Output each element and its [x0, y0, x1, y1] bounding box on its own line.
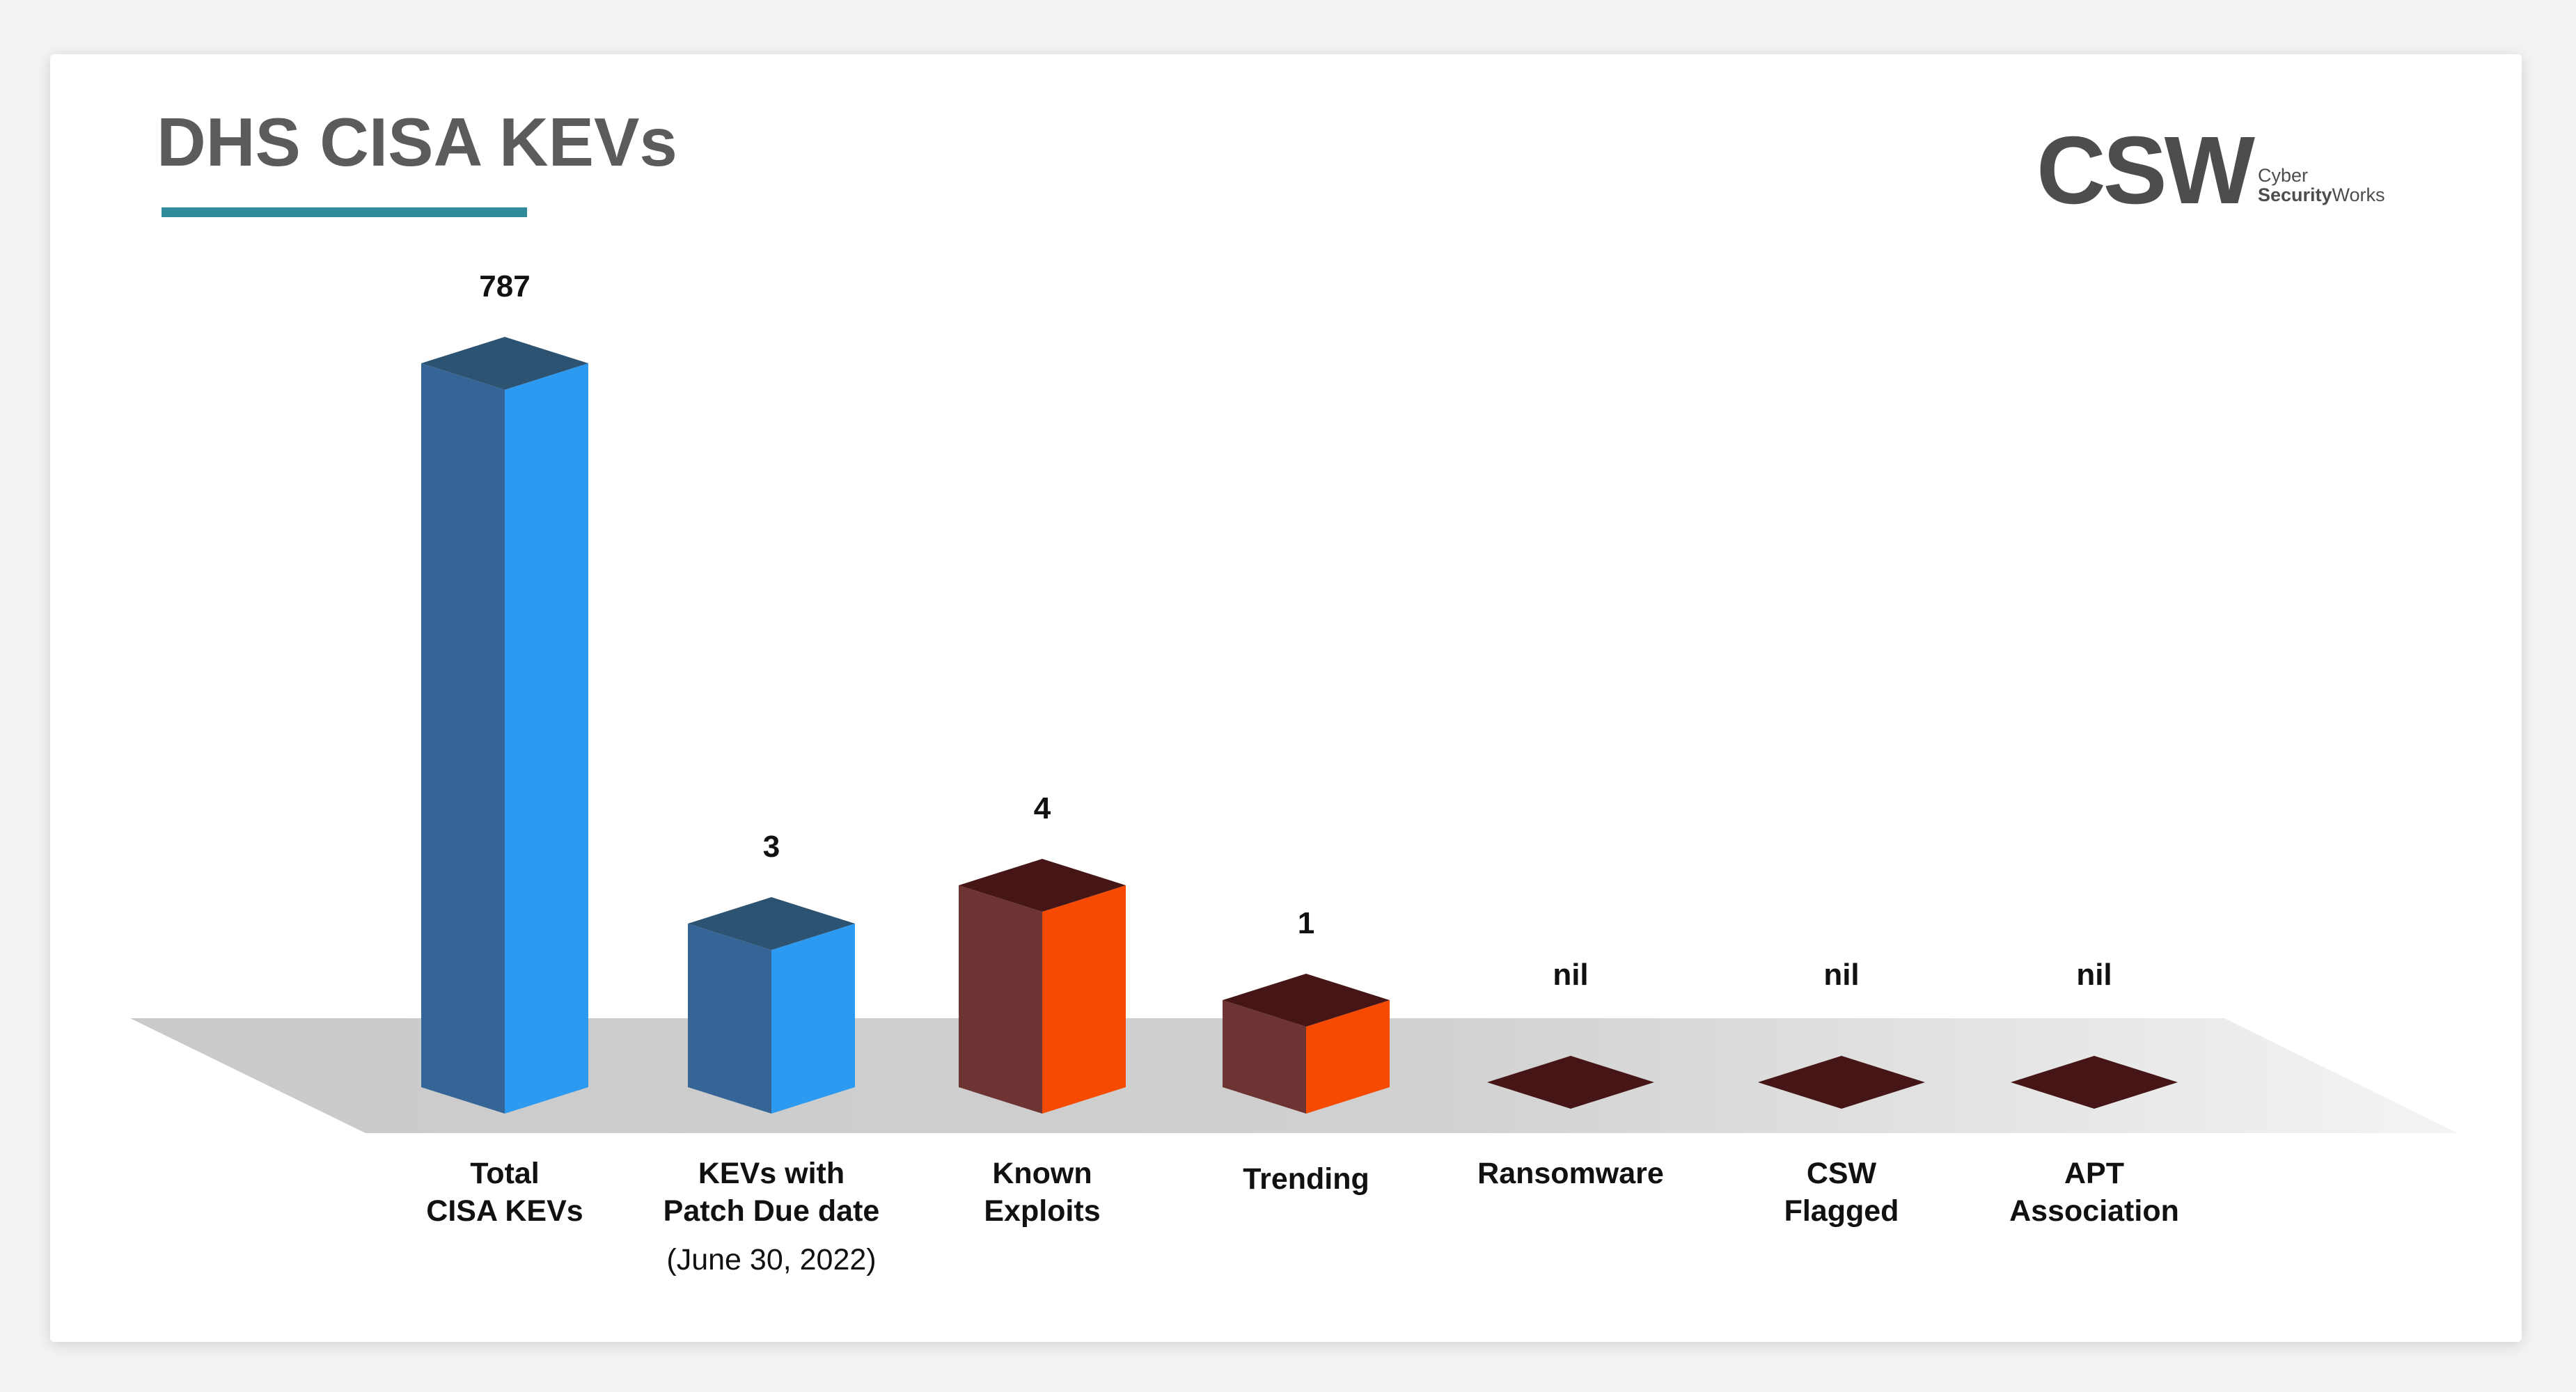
logo-text: Cyber SecurityWorks: [2258, 166, 2385, 205]
value-label: nil: [1553, 958, 1588, 992]
bar-4: [1223, 974, 1390, 1114]
bar-front-face: [771, 924, 855, 1114]
logo-line-2-bold: Security: [2257, 184, 2332, 206]
page-title: DHS CISA KEVs: [157, 104, 677, 180]
category-label: Trending: [1243, 1162, 1369, 1196]
category-label: Total: [470, 1157, 540, 1190]
category-note: (June 30, 2022): [666, 1243, 876, 1276]
bar-side-face: [688, 924, 771, 1114]
category-label: Flagged: [1784, 1194, 1899, 1228]
bar-top-face: [421, 337, 588, 390]
bar-1: [421, 337, 588, 1114]
bar-6: [1758, 1056, 1925, 1109]
bar-3: [959, 859, 1126, 1114]
value-label: 3: [763, 830, 780, 864]
logo-line-2-rest: Works: [2332, 184, 2385, 206]
category-label: CSW: [1807, 1157, 1877, 1190]
value-label: nil: [2076, 958, 2112, 992]
bar-top-face: [688, 897, 855, 950]
value-label: nil: [1823, 958, 1859, 992]
category-label: Known: [992, 1157, 1092, 1190]
bar-2: [688, 897, 855, 1114]
bar-side-face: [959, 885, 1042, 1114]
category-label: Association: [2009, 1194, 2179, 1228]
category-label: KEVs with: [698, 1157, 845, 1190]
value-label: 787: [479, 269, 530, 303]
logo-line-1: Cyber: [2257, 164, 2308, 186]
logo-mark: CSW: [2036, 117, 2255, 224]
bar-front-face: [505, 363, 588, 1114]
bar-7: [2011, 1056, 2178, 1109]
category-label: Exploits: [984, 1194, 1100, 1228]
value-label: 1: [1298, 906, 1314, 940]
category-label: Patch Due date: [663, 1194, 880, 1228]
bar-zero-marker: [1758, 1056, 1925, 1109]
bar-front-face: [1306, 1000, 1390, 1114]
bar-zero-marker: [1487, 1056, 1654, 1109]
bar-zero-marker: [2011, 1056, 2178, 1109]
bar-5: [1487, 1056, 1654, 1109]
csw-logo: CSW Cyber SecurityWorks: [2036, 117, 2385, 224]
value-label: 4: [1034, 791, 1051, 825]
category-label: Ransomware: [1477, 1157, 1664, 1190]
bar-top-face: [959, 859, 1126, 912]
category-label: APT: [2064, 1157, 2124, 1190]
bar-front-face: [1042, 885, 1126, 1114]
bar-side-face: [1223, 1000, 1306, 1114]
title-underline: [162, 207, 527, 217]
bar-side-face: [421, 363, 505, 1114]
category-label: CISA KEVs: [426, 1194, 583, 1228]
bar-top-face: [1223, 974, 1390, 1027]
